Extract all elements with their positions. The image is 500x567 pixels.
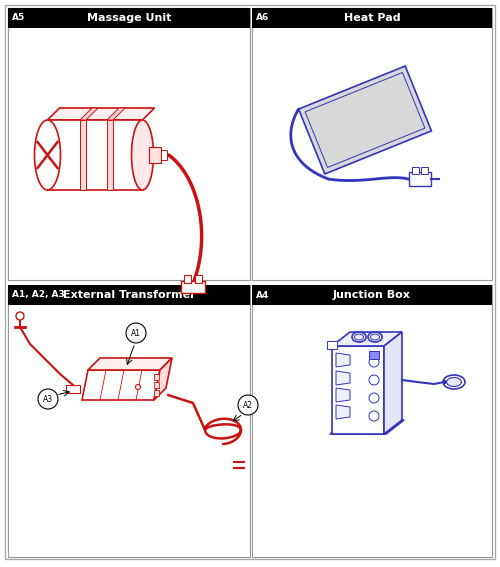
Circle shape: [369, 393, 379, 403]
Circle shape: [126, 323, 146, 343]
Polygon shape: [82, 370, 160, 400]
Bar: [154, 390, 159, 396]
Bar: [184, 275, 190, 283]
Bar: [8, 285, 250, 305]
Bar: [252, 285, 492, 305]
Bar: [154, 374, 159, 380]
Polygon shape: [298, 66, 432, 174]
Polygon shape: [327, 341, 337, 349]
Text: Massage Unit: Massage Unit: [87, 13, 171, 23]
Polygon shape: [154, 358, 172, 400]
Text: A6: A6: [256, 14, 269, 23]
Ellipse shape: [370, 334, 380, 340]
Bar: [48, 120, 142, 190]
Polygon shape: [336, 371, 350, 385]
Circle shape: [38, 389, 58, 409]
Ellipse shape: [446, 378, 462, 387]
Bar: [8, 285, 250, 557]
Ellipse shape: [352, 332, 366, 342]
Polygon shape: [48, 108, 154, 120]
Polygon shape: [336, 405, 350, 419]
Bar: [148, 147, 160, 163]
Bar: [8, 8, 250, 28]
Text: A5: A5: [12, 14, 25, 23]
Ellipse shape: [34, 120, 60, 190]
Polygon shape: [107, 108, 125, 120]
Bar: [252, 8, 492, 28]
Ellipse shape: [443, 375, 465, 389]
Bar: [180, 281, 204, 293]
Polygon shape: [332, 346, 384, 434]
Polygon shape: [88, 358, 172, 370]
Ellipse shape: [368, 332, 382, 342]
Bar: [252, 285, 492, 557]
Text: A1, A2, A3: A1, A2, A3: [12, 290, 65, 299]
Polygon shape: [336, 388, 350, 402]
Polygon shape: [336, 353, 350, 367]
Bar: [252, 8, 492, 280]
Polygon shape: [330, 420, 404, 434]
Bar: [369, 351, 379, 359]
Bar: [8, 8, 250, 280]
Bar: [66, 385, 80, 393]
Circle shape: [369, 411, 379, 421]
Bar: [420, 167, 428, 174]
Bar: [154, 382, 159, 388]
Circle shape: [16, 312, 24, 320]
Polygon shape: [332, 332, 402, 346]
Text: A3: A3: [43, 395, 53, 404]
Text: Junction Box: Junction Box: [333, 290, 411, 300]
Polygon shape: [305, 73, 425, 167]
Text: A1: A1: [131, 328, 141, 337]
Text: A2: A2: [243, 400, 253, 409]
Polygon shape: [80, 108, 98, 120]
Bar: [412, 167, 418, 174]
Ellipse shape: [354, 334, 364, 340]
Bar: [408, 172, 430, 186]
Circle shape: [369, 375, 379, 385]
Text: External Transformer: External Transformer: [62, 290, 196, 300]
Bar: [107, 120, 113, 190]
Ellipse shape: [132, 120, 154, 190]
Circle shape: [369, 357, 379, 367]
Text: A4: A4: [256, 290, 270, 299]
Circle shape: [238, 395, 258, 415]
Bar: [80, 120, 86, 190]
Text: Heat Pad: Heat Pad: [344, 13, 400, 23]
Bar: [160, 150, 166, 160]
Polygon shape: [384, 332, 402, 434]
Circle shape: [136, 384, 140, 390]
Bar: [194, 275, 202, 283]
